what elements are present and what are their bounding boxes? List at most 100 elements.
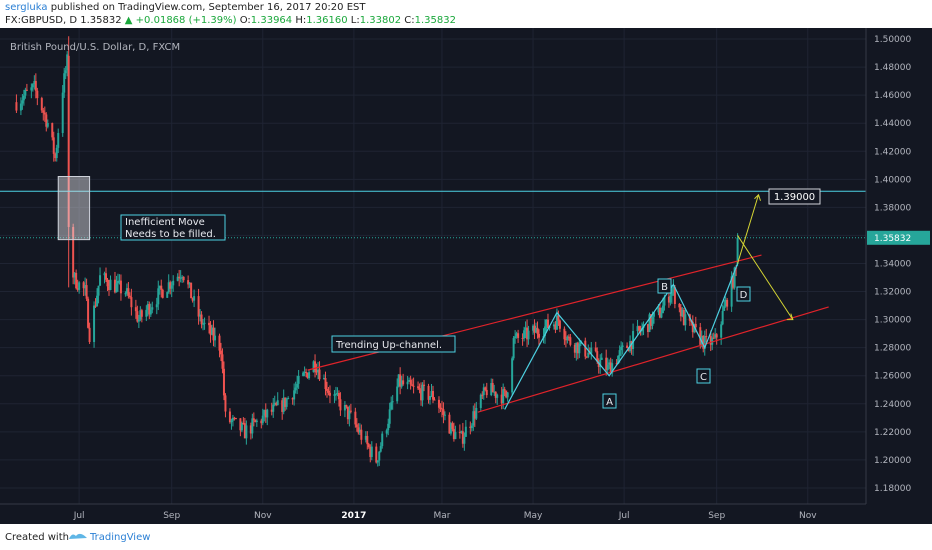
time-tick-label: Jul — [73, 511, 85, 521]
inefficient-move-box[interactable] — [57, 176, 91, 241]
candle-body — [211, 327, 214, 335]
candle-body — [732, 276, 735, 288]
price-tick-label: 1.48000 — [874, 63, 911, 73]
candle-body — [494, 391, 497, 398]
chart-background — [0, 28, 932, 524]
price-axis[interactable]: 1.50000 1.48000 1.46000 1.44000 1.42000 1.400… — [865, 28, 911, 504]
wave-point-b[interactable]: B — [657, 278, 672, 294]
candle-body — [427, 385, 430, 400]
price-tick-label: 1.46000 — [874, 91, 911, 101]
annotation-channel-box — [331, 335, 456, 353]
candle-body — [661, 305, 664, 314]
candle-body — [170, 285, 173, 289]
candle-body — [137, 319, 140, 322]
candle-body — [242, 422, 245, 424]
wave-pattern[interactable] — [504, 263, 739, 410]
tradingview-logo-icon — [69, 533, 87, 539]
candle-body — [308, 372, 311, 379]
candle-body — [584, 340, 587, 357]
price-tick-label: 1.28000 — [874, 344, 911, 354]
candle-body — [73, 272, 76, 278]
candle-body — [399, 374, 402, 387]
candle-body — [167, 282, 170, 293]
candle-body — [608, 362, 611, 365]
candle-body — [136, 311, 139, 322]
point-d-box — [736, 286, 751, 302]
candle-body — [575, 342, 578, 353]
candle-body — [663, 296, 666, 306]
candle-body — [218, 335, 221, 351]
candle-body — [109, 279, 112, 291]
close-value: 1.35832 — [414, 15, 456, 26]
candle-body — [411, 384, 414, 386]
candle-body — [113, 279, 116, 293]
candle-body — [151, 307, 154, 310]
candle-body — [442, 409, 445, 415]
annotation-inefficient[interactable]: Inefficient Move Needs to be filled. — [120, 214, 226, 241]
candle-body — [429, 396, 432, 400]
candle-body — [527, 330, 530, 340]
candle-body — [140, 310, 143, 317]
price-tick-label: 1.22000 — [874, 428, 911, 438]
time-tick-label: Nov — [254, 511, 272, 521]
candle-body — [200, 314, 203, 325]
author-link[interactable]: sergluka — [5, 2, 48, 13]
candle-body — [358, 429, 361, 433]
wave-point-d[interactable]: D — [736, 286, 751, 302]
chart-canvas[interactable]: 1.50000 1.48000 1.46000 1.44000 1.42000 1.400… — [0, 28, 932, 524]
time-axis[interactable]: Jul Sep Nov 2017 Mar May Jul Sep Nov — [0, 503, 866, 521]
candle-body — [155, 304, 158, 308]
candle-body — [417, 386, 420, 389]
candle-body — [294, 387, 297, 391]
wave-point-c[interactable]: C — [696, 368, 711, 384]
candle-body — [406, 381, 409, 385]
candle-body — [115, 283, 118, 293]
candle-body — [36, 90, 39, 99]
candle-body — [647, 324, 650, 332]
annotation-channel[interactable]: Trending Up-channel. — [331, 335, 456, 353]
candle-body — [594, 347, 597, 352]
candle-body — [733, 267, 736, 288]
candle-body — [720, 324, 723, 338]
wave-point-a[interactable]: A — [602, 393, 617, 409]
last-price-tag-box — [867, 230, 930, 245]
chart-grid — [0, 28, 932, 524]
candle-body — [649, 314, 652, 326]
candle-body — [397, 374, 400, 387]
time-tick-label: Nov — [799, 511, 817, 521]
tradingview-brand-link[interactable]: TradingView — [90, 532, 151, 543]
candle-body — [52, 137, 55, 154]
candle-body — [254, 420, 257, 423]
candle-body — [469, 426, 472, 429]
target-label[interactable]: 1.39000 — [768, 188, 821, 205]
candle-body — [533, 325, 536, 333]
candle-body — [452, 429, 455, 440]
candle-body — [596, 351, 599, 362]
candle-body — [260, 420, 263, 424]
candle-body — [346, 406, 349, 420]
candle-body — [127, 288, 130, 296]
candle-body — [638, 326, 641, 331]
candle-body — [691, 321, 694, 333]
created-with-text: Created with — [5, 532, 69, 543]
price-chart[interactable]: 1.50000 1.48000 1.46000 1.44000 1.42000 1.400… — [0, 28, 932, 524]
candle-body — [323, 378, 326, 380]
published-text: published on TradingView.com, September … — [50, 2, 366, 13]
projection-down-arrow[interactable] — [737, 235, 794, 320]
candle-body — [291, 398, 294, 400]
candle-body — [208, 322, 211, 326]
candle-body — [490, 383, 493, 396]
candle-body — [535, 327, 538, 333]
candle-body — [409, 380, 412, 385]
candle-body — [339, 399, 342, 411]
candle-body — [470, 425, 473, 429]
channel-lower-line[interactable] — [477, 306, 829, 413]
candle-body — [585, 356, 588, 358]
candle-body — [545, 319, 548, 327]
candle-body — [532, 325, 535, 331]
candle-body — [314, 361, 317, 371]
candle-body — [721, 310, 724, 325]
candle-body — [576, 342, 579, 354]
candle-body — [275, 402, 278, 406]
projection-up-arrow[interactable] — [737, 194, 759, 264]
